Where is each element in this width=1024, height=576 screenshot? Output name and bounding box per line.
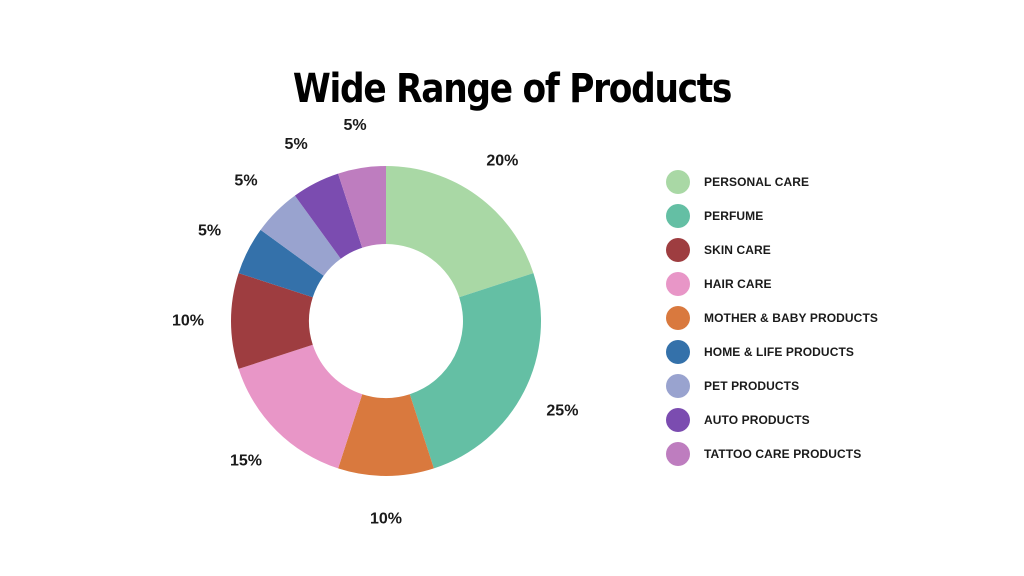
donut-slice-auto-products (294, 173, 363, 259)
slice-value-label: 5% (234, 172, 257, 189)
donut-slice-skin-care (230, 273, 313, 369)
legend-label: PET PRODUCTS (704, 379, 800, 393)
legend-label: AUTO PRODUCTS (704, 413, 810, 427)
slice-value-label: 5% (198, 223, 221, 240)
chart-title: Wide Range of Products (292, 66, 733, 112)
legend-swatch (666, 272, 690, 296)
legend-item: AUTO PRODUCTS (666, 408, 810, 432)
slice-value-label: 10% (370, 511, 402, 528)
legend-label: HAIR CARE (704, 277, 772, 291)
legend-swatch (666, 374, 690, 398)
donut-slice-tattoo-care-products (338, 166, 386, 248)
donut-slice-home-life-products (238, 229, 324, 298)
legend-item: PERSONAL CARE (666, 170, 809, 194)
slice-value-label: 5% (285, 136, 308, 153)
slice-labels: 20% 25% 10% 15% 10% 5% 5% 5% 5% (172, 117, 578, 528)
legend-label: SKIN CARE (704, 243, 771, 257)
legend-item: PERFUME (666, 204, 763, 228)
legend-swatch (666, 442, 690, 466)
legend-item: SKIN CARE (666, 238, 771, 262)
legend-swatch (666, 238, 690, 262)
donut-slice-mother-baby-products (338, 394, 434, 476)
donut-slice-personal-care (386, 166, 534, 298)
slice-value-label: 25% (546, 402, 578, 419)
legend-item: TATTOO CARE PRODUCTS (666, 442, 861, 466)
legend-label: TATTOO CARE PRODUCTS (704, 447, 862, 461)
slice-value-label: 10% (172, 313, 204, 330)
slice-value-label: 20% (486, 152, 518, 169)
legend-item: HAIR CARE (666, 272, 772, 296)
donut-slice-perfume (409, 273, 541, 469)
legend-swatch (666, 204, 690, 228)
donut-slices (230, 166, 541, 476)
legend-item: PET PRODUCTS (666, 374, 799, 398)
legend-swatch (666, 170, 690, 194)
slice-value-label: 15% (230, 453, 262, 470)
legend-label: MOTHER & BABY PRODUCTS (704, 311, 878, 325)
legend-label: PERFUME (704, 209, 764, 223)
legend-swatch (666, 408, 690, 432)
donut-slice-pet-products (260, 195, 341, 276)
legend-swatch (666, 306, 690, 330)
legend-swatch (666, 340, 690, 364)
legend-item: HOME & LIFE PRODUCTS (666, 340, 854, 364)
legend-label: PERSONAL CARE (704, 175, 810, 189)
legend-item: MOTHER & BABY PRODUCTS (666, 306, 878, 330)
donut-slice-hair-care (238, 344, 363, 469)
slice-value-label: 5% (343, 117, 366, 134)
legend-label: HOME & LIFE PRODUCTS (704, 345, 855, 359)
